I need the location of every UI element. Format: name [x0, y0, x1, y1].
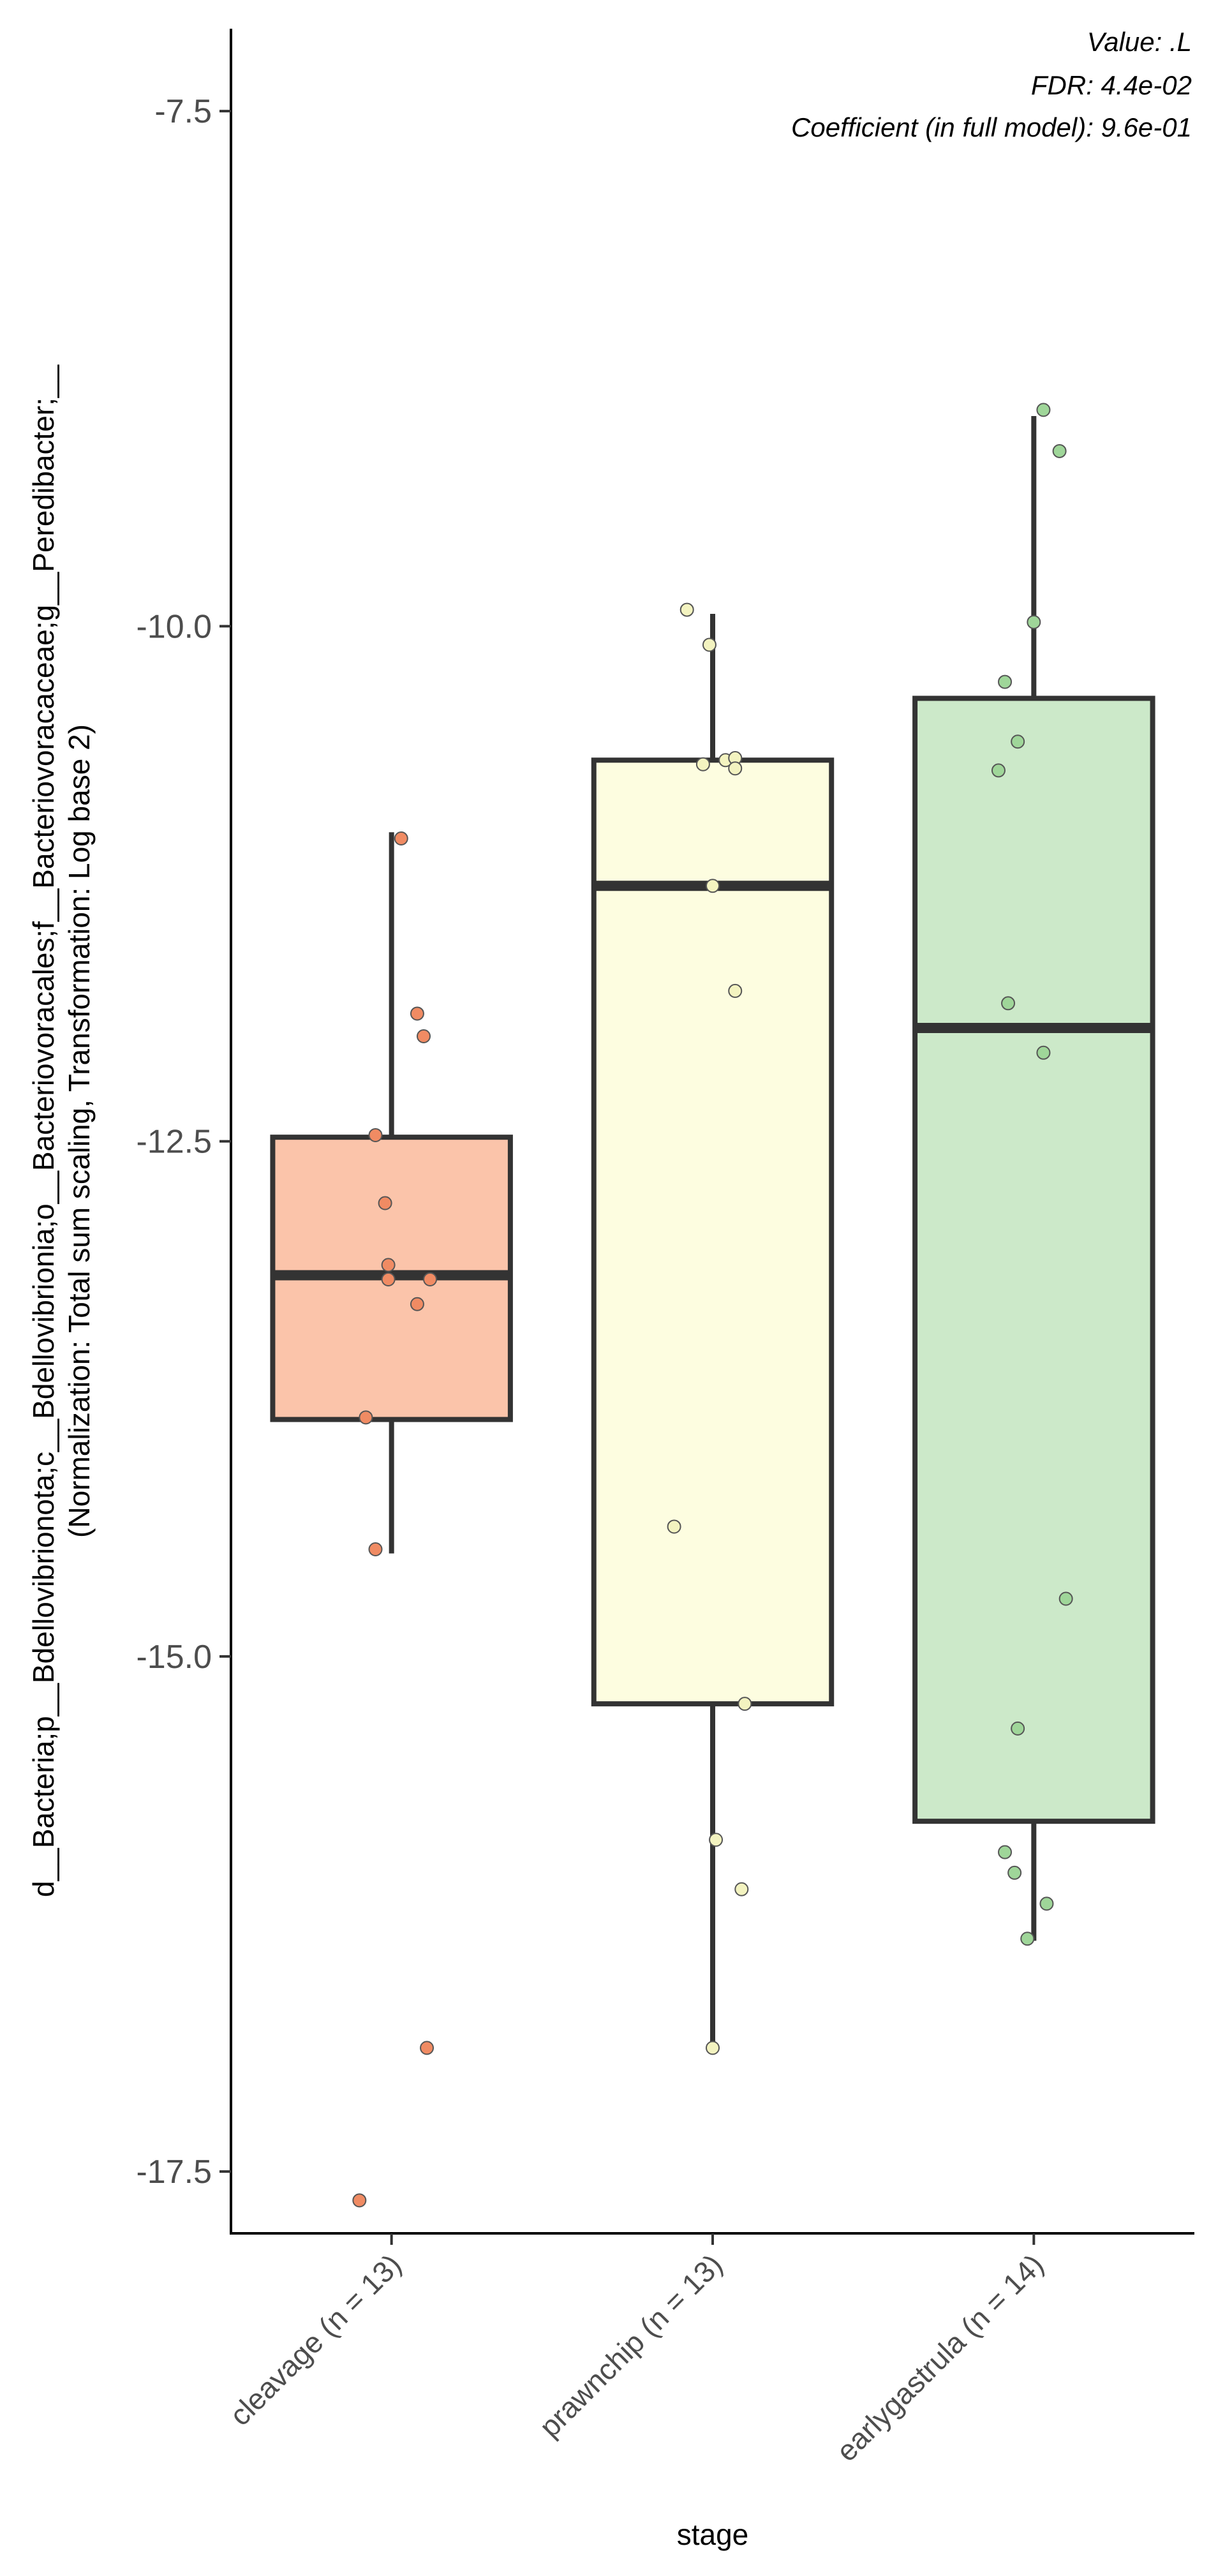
annotation-coefficient: Coefficient (in full model): 9.6e-01 [791, 112, 1192, 142]
annotation-fdr: FDR: 4.4e-02 [1031, 70, 1192, 100]
y-tick-label: -10.0 [136, 608, 212, 645]
data-point [1020, 1932, 1035, 1946]
data-point [998, 674, 1013, 689]
data-point [381, 1272, 396, 1286]
data-point [1036, 1045, 1051, 1060]
data-point [394, 831, 408, 845]
data-point [679, 602, 694, 617]
y-tick-label: -7.5 [154, 93, 212, 130]
x-axis-title: stage [677, 2518, 749, 2551]
data-point [695, 757, 710, 771]
data-point [1027, 614, 1041, 629]
data-point [368, 1542, 383, 1556]
x-tick-label: cleavage (n = 13) [223, 2247, 408, 2432]
data-point [368, 1128, 383, 1142]
data-point [410, 1297, 424, 1311]
x-tick-label: prawnchip (n = 13) [533, 2247, 729, 2443]
box-iqr [912, 696, 1155, 1824]
boxes-layer [270, 416, 1155, 2048]
points-layer [352, 403, 1073, 2208]
data-point [738, 1697, 752, 1711]
data-point [1039, 1896, 1054, 1911]
data-point [352, 2193, 367, 2208]
data-point [1011, 734, 1025, 749]
data-point [728, 761, 743, 776]
y-tick-label: -12.5 [136, 1124, 212, 1161]
data-point [728, 983, 743, 998]
data-point [1052, 443, 1067, 458]
data-point [423, 1272, 438, 1286]
data-point [1001, 996, 1016, 1011]
data-point [706, 879, 720, 893]
data-point [381, 1258, 396, 1272]
data-point [420, 2041, 434, 2055]
y-tick-label: -15.0 [136, 1639, 212, 1676]
data-point [667, 1519, 681, 1534]
x-tick-label: earlygastrula (n = 14) [829, 2247, 1050, 2468]
y-tick-label: -17.5 [136, 2154, 212, 2191]
data-point [1007, 1865, 1022, 1880]
data-point [410, 1006, 424, 1021]
data-point [734, 1882, 749, 1896]
data-point [378, 1196, 392, 1210]
y-axis-title-line2: (Normalization: Total sum scaling, Trans… [63, 724, 96, 1538]
box-iqr [591, 757, 835, 1707]
y-axis-title: d__Bacteria;p__Bdellovibrionota;c__Bdell… [27, 364, 60, 1897]
data-point [1058, 1591, 1073, 1606]
data-point [709, 1833, 724, 1847]
data-point [702, 637, 716, 652]
data-point [1036, 403, 1051, 417]
annotation-value: Value: .L [1087, 27, 1192, 57]
data-point [998, 1845, 1013, 1859]
data-point [991, 763, 1006, 778]
data-point [1011, 1721, 1025, 1736]
data-point [706, 2041, 720, 2055]
data-point [359, 1410, 373, 1425]
text-layer: Value: .L FDR: 4.4e-02 Coefficient (in f… [27, 27, 1192, 2551]
data-point [417, 1029, 431, 1043]
